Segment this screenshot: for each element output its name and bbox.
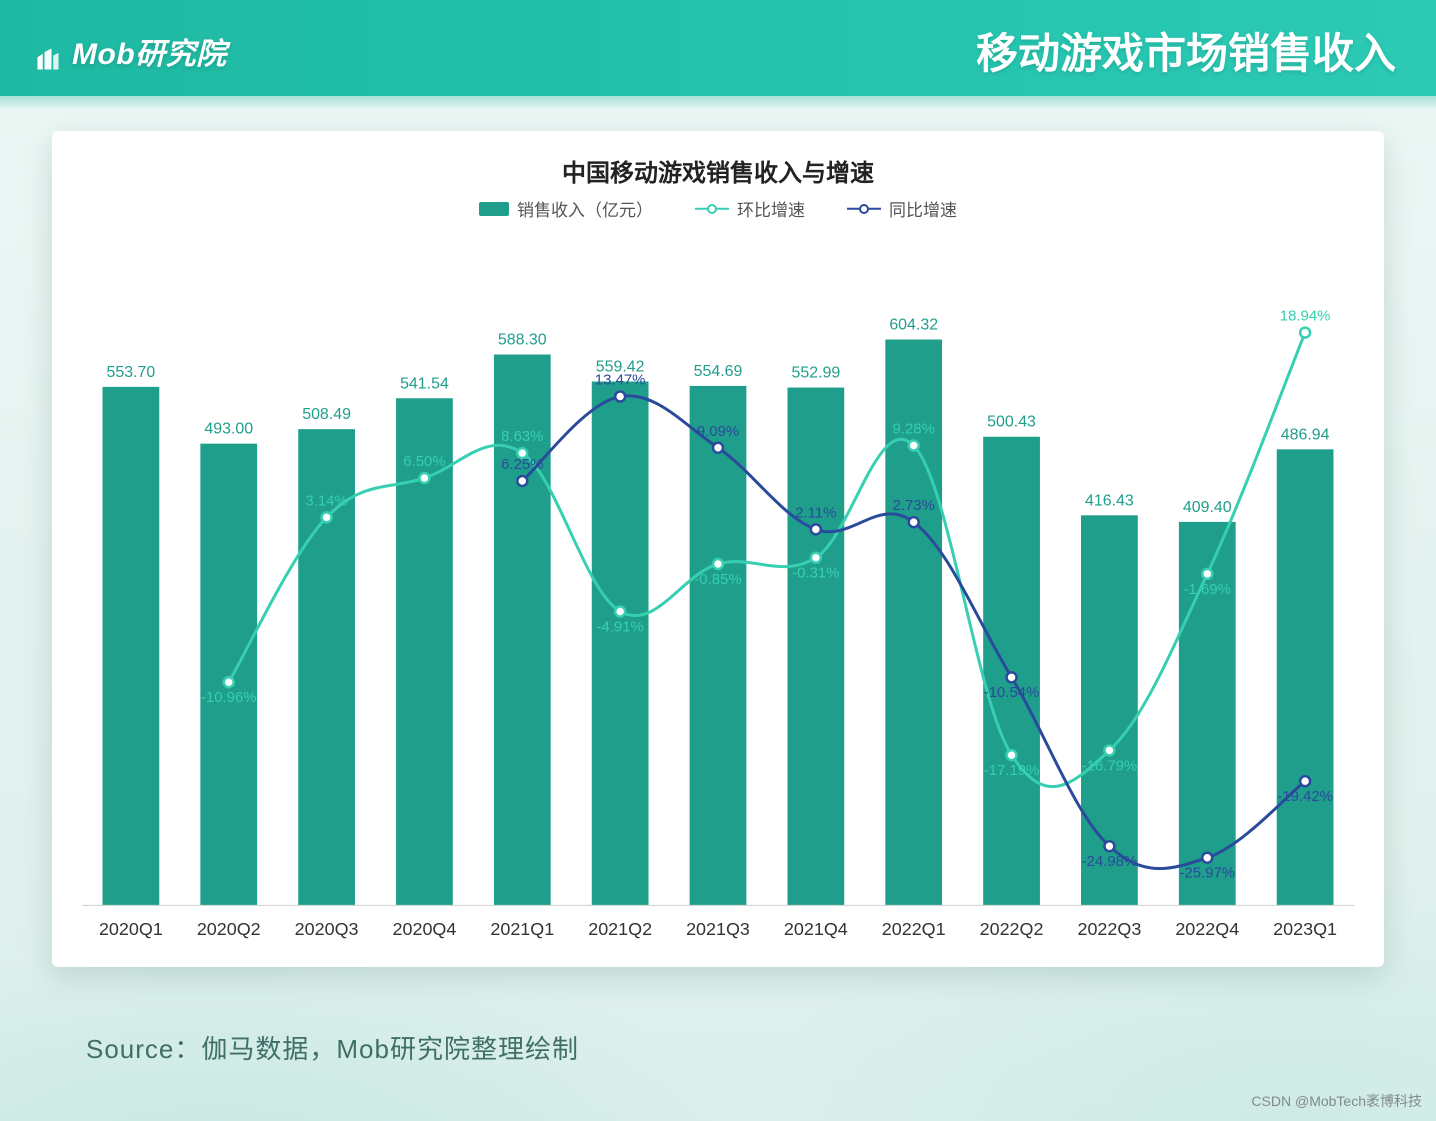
mom-value-label: 6.50% xyxy=(403,453,445,470)
legend-label-mom: 环比增速 xyxy=(737,196,805,221)
mom-marker xyxy=(615,607,625,617)
bar xyxy=(787,388,844,905)
mom-value-label: 8.63% xyxy=(501,428,543,445)
source-text: Source：伽马数据，Mob研究院整理绘制 xyxy=(86,1029,1436,1066)
mom-value-label: -4.91% xyxy=(596,618,643,635)
mom-value-label: -10.96% xyxy=(201,689,257,706)
legend-swatch-bar xyxy=(479,202,509,216)
legend-label-yoy: 同比增速 xyxy=(889,196,957,221)
bar xyxy=(592,382,649,905)
x-axis-label: 2020Q1 xyxy=(99,919,163,939)
mom-marker xyxy=(713,559,723,569)
bar-value-label: 554.69 xyxy=(694,363,743,380)
legend-swatch-yoy xyxy=(847,202,881,216)
x-axis-label: 2021Q3 xyxy=(686,919,750,939)
bar-value-label: 409.40 xyxy=(1183,499,1232,516)
yoy-marker xyxy=(1202,853,1212,863)
x-axis-label: 2021Q4 xyxy=(784,919,848,939)
mom-value-label: -17.19% xyxy=(984,762,1040,779)
bar-value-label: 508.49 xyxy=(302,406,351,423)
bar-value-label: 486.94 xyxy=(1281,426,1330,443)
yoy-value-label: -24.98% xyxy=(1082,853,1138,870)
legend-label-bar: 销售收入（亿元） xyxy=(517,196,653,221)
bar-value-label: 552.99 xyxy=(791,365,840,382)
mom-marker xyxy=(909,441,919,451)
x-axis-label: 2020Q4 xyxy=(393,919,457,939)
bar xyxy=(103,387,160,905)
yoy-value-label: -19.42% xyxy=(1277,788,1333,805)
mom-line xyxy=(229,333,1305,787)
legend-item-mom: 环比增速 xyxy=(695,196,805,221)
bar-value-label: 493.00 xyxy=(204,421,253,438)
yoy-value-label: 2.11% xyxy=(795,504,836,521)
x-axis-label: 2023Q1 xyxy=(1273,919,1337,939)
mom-marker xyxy=(1300,328,1310,338)
legend-item-bar: 销售收入（亿元） xyxy=(479,196,653,221)
x-axis-label: 2022Q1 xyxy=(882,919,946,939)
mom-value-label: -0.31% xyxy=(792,565,839,582)
mom-marker xyxy=(811,553,821,563)
mom-value-label: 9.28% xyxy=(893,421,935,438)
chart-svg: 553.70 2020Q1 493.00 2020Q2 508.49 2020Q3 541.… xyxy=(70,227,1366,955)
x-axis-label: 2020Q3 xyxy=(295,919,359,939)
mom-value-label: 18.94% xyxy=(1280,308,1331,325)
yoy-value-label: 6.25% xyxy=(501,456,543,473)
brand: Mob研究院 xyxy=(34,29,227,73)
yoy-marker xyxy=(1104,841,1114,851)
page-title: 移动游戏市场销售收入 xyxy=(976,20,1396,81)
bar-value-label: 541.54 xyxy=(400,375,449,392)
bar-value-label: 500.43 xyxy=(987,414,1036,431)
yoy-marker xyxy=(517,476,527,486)
mom-marker xyxy=(1104,745,1114,755)
watermark: CSDN @MobTech袤博科技 xyxy=(1251,1091,1422,1111)
yoy-marker xyxy=(909,517,919,527)
x-axis-label: 2020Q2 xyxy=(197,919,261,939)
mom-value-label: -16.79% xyxy=(1082,757,1138,774)
brand-logo-icon xyxy=(34,45,62,73)
yoy-marker xyxy=(615,392,625,402)
legend-item-yoy: 同比增速 xyxy=(847,196,957,221)
yoy-marker xyxy=(1007,672,1017,682)
mom-marker xyxy=(419,473,429,483)
chart-card: 中国移动游戏销售收入与增速 销售收入（亿元） 环比增速 同比增速 553.70 2… xyxy=(52,131,1384,967)
bar xyxy=(200,444,257,905)
x-axis-label: 2022Q4 xyxy=(1175,919,1239,939)
header: Mob研究院 移动游戏市场销售收入 xyxy=(0,0,1436,95)
mom-value-label: 3.14% xyxy=(305,492,347,509)
chart-plot: 553.70 2020Q1 493.00 2020Q2 508.49 2020Q3 541.… xyxy=(70,227,1366,955)
bar-value-label: 588.30 xyxy=(498,332,547,349)
bar-value-label: 604.32 xyxy=(889,317,938,334)
x-axis-label: 2021Q1 xyxy=(490,919,554,939)
x-axis-label: 2021Q2 xyxy=(588,919,652,939)
chart-title: 中国移动游戏销售收入与增速 xyxy=(70,153,1366,188)
mom-value-label: -1.69% xyxy=(1184,581,1231,598)
yoy-marker xyxy=(713,443,723,453)
chart-legend: 销售收入（亿元） 环比增速 同比增速 xyxy=(70,196,1366,221)
yoy-value-label: -10.54% xyxy=(984,684,1040,701)
mom-marker xyxy=(322,512,332,522)
mom-value-label: -0.85% xyxy=(694,571,741,588)
yoy-value-label: 9.09% xyxy=(697,423,739,440)
brand-text: Mob研究院 xyxy=(72,29,227,73)
yoy-marker xyxy=(811,524,821,534)
mom-marker xyxy=(1202,569,1212,579)
bar xyxy=(1277,449,1334,905)
yoy-value-label: 2.73% xyxy=(893,497,935,514)
x-axis-label: 2022Q3 xyxy=(1077,919,1141,939)
mom-marker xyxy=(224,677,234,687)
yoy-value-label: -25.97% xyxy=(1179,865,1235,882)
bar-value-label: 553.70 xyxy=(107,364,156,381)
mom-marker xyxy=(1007,750,1017,760)
yoy-marker xyxy=(1300,776,1310,786)
header-shadow xyxy=(0,96,1436,110)
bar xyxy=(983,437,1040,905)
legend-swatch-mom xyxy=(695,202,729,216)
yoy-value-label: 13.47% xyxy=(595,372,646,389)
bar-value-label: 416.43 xyxy=(1085,492,1134,509)
x-axis-label: 2022Q2 xyxy=(980,919,1044,939)
